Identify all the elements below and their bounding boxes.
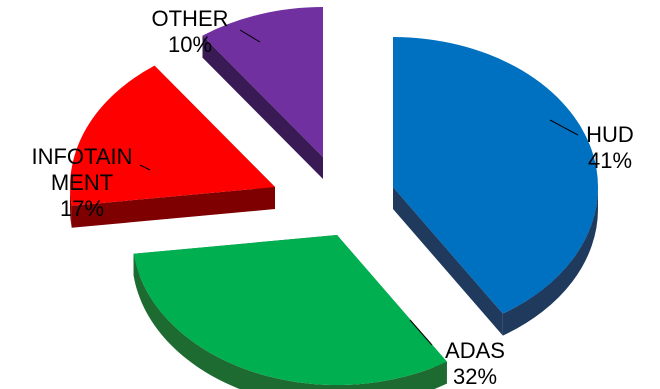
- pie-slice-infotainment: [69, 65, 275, 206]
- pie-slice-wall-hud-1: [393, 187, 503, 336]
- slice-category-label: HUD: [586, 122, 634, 147]
- pie-slice-wall-infotainment-0: [71, 187, 275, 228]
- slice-value-label: 32%: [453, 364, 497, 389]
- leader-line-infotainment: [139, 164, 151, 171]
- slice-value-label: 17%: [60, 196, 104, 221]
- pie-slice-side-adas: [133, 253, 447, 389]
- slice-label-adas: ADAS 32%: [445, 338, 505, 389]
- slice-value-label: 10%: [168, 32, 212, 57]
- slice-category-label: INFOTAIN: [31, 144, 132, 169]
- slice-label-other: OTHER 10%: [152, 6, 229, 57]
- pie-slice-side-infotainment: [70, 187, 72, 228]
- slice-value-label: 41%: [588, 148, 632, 173]
- pie-slice-other: [202, 7, 323, 157]
- pie-slice-wall-other-0: [202, 35, 323, 180]
- slice-label-hud: HUD 41%: [586, 122, 634, 173]
- leader-line-other: [239, 29, 261, 43]
- slice-category-label: OTHER: [152, 6, 229, 31]
- pie-slices: [69, 7, 599, 389]
- leader-line-hud: [549, 119, 579, 136]
- pie-slice-hud: [393, 37, 599, 314]
- pie-labels: HUD 41% ADAS 32% INFOTAIN MENT 17% OTHER 10%: [31, 6, 633, 389]
- slice-category-label: ADAS: [445, 338, 505, 363]
- leader-line-adas: [409, 319, 433, 346]
- pie-slice-side-hud: [502, 187, 598, 336]
- slice-label-infotainment: INFOTAIN MENT 17%: [31, 144, 132, 221]
- pie-slice-adas: [133, 235, 447, 385]
- slice-category-label: MENT: [51, 170, 113, 195]
